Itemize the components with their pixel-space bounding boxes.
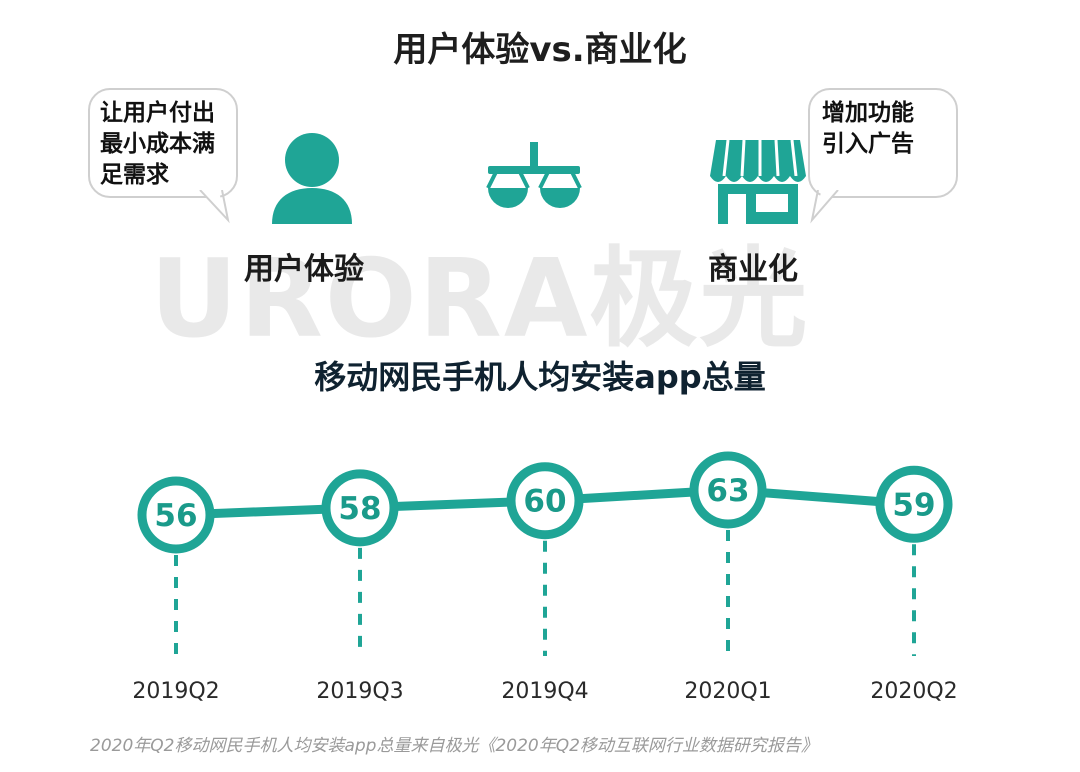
label-commercialization: 商业化 xyxy=(708,252,798,287)
page-title: 用户体验vs.商业化 xyxy=(393,30,687,70)
data-label: 60 xyxy=(523,484,566,520)
chart-title: 移动网民手机人均安装app总量 xyxy=(314,358,766,396)
data-point xyxy=(689,451,767,529)
bubble-line: 增加功能 xyxy=(822,100,914,126)
speech-bubble-user: 让用户付出 最小成本满 足需求 xyxy=(88,88,238,224)
line-chart: 56 58 60 63 59 2019Q2 2019Q3 2019Q4 2020Q1 2020Q… xyxy=(132,451,958,704)
bubble-tail xyxy=(199,190,230,224)
data-point xyxy=(875,465,953,543)
data-label: 56 xyxy=(154,498,197,534)
x-tick-label: 2020Q1 xyxy=(684,679,771,704)
data-label: 59 xyxy=(892,487,935,523)
watermark-logo: URORA极光 xyxy=(150,237,810,362)
x-tick-label: 2019Q2 xyxy=(132,679,219,704)
x-tick-label: 2019Q3 xyxy=(316,679,403,704)
store-icon xyxy=(710,139,806,224)
data-label: 58 xyxy=(338,491,381,527)
bubble-line: 让用户付出 xyxy=(100,100,215,126)
balance-scale-icon xyxy=(486,142,582,208)
label-user-experience: 用户体验 xyxy=(244,252,364,287)
data-point xyxy=(137,476,215,554)
bubble-tail xyxy=(810,190,839,224)
footnote: 2020年Q2移动网民手机人均安装app总量来自极光《2020年Q2移动互联网行… xyxy=(90,736,818,756)
bubble-line: 最小成本满 xyxy=(100,131,215,157)
x-tick-label: 2020Q2 xyxy=(870,679,957,704)
bubble-line: 引入广告 xyxy=(822,131,914,157)
bubble-line: 足需求 xyxy=(100,162,169,188)
data-point xyxy=(506,462,584,540)
data-label: 63 xyxy=(706,473,749,509)
x-tick-label: 2019Q4 xyxy=(501,679,588,704)
speech-bubble-business: 增加功能 引入广告 xyxy=(808,88,958,224)
user-icon xyxy=(272,133,352,224)
data-point xyxy=(321,469,399,547)
